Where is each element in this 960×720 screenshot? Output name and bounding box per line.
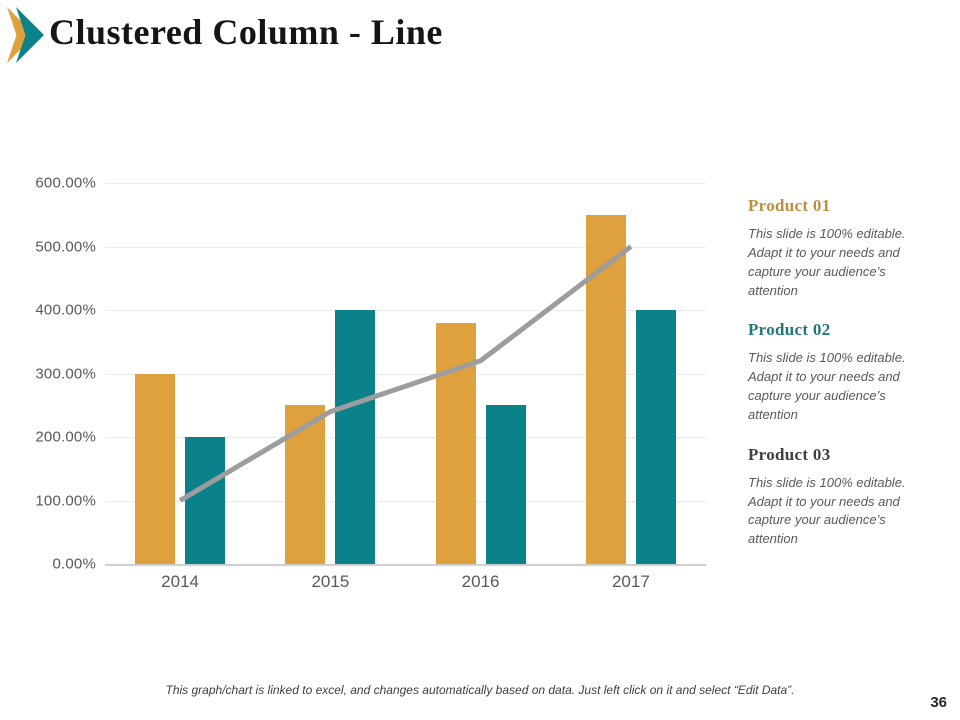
x-axis-labels: 2014 2015 2016 2017 bbox=[105, 572, 706, 596]
footer-note: This graph/chart is linked to excel, and… bbox=[165, 683, 795, 697]
gridline bbox=[105, 500, 706, 502]
product-01-block: Product 01 This slide is 100% editable. … bbox=[748, 196, 928, 300]
y-axis-label: 600.00% bbox=[35, 174, 96, 192]
product-03-heading: Product 03 bbox=[748, 444, 831, 464]
y-axis-label: 0.00% bbox=[52, 555, 96, 573]
bar-segment bbox=[135, 373, 176, 564]
product-02-block: Product 02 This slide is 100% editable. … bbox=[748, 320, 928, 424]
line-series bbox=[178, 244, 633, 503]
product-03-block: Product 03 This slide is 100% editable. … bbox=[748, 445, 928, 549]
bar-segment bbox=[185, 437, 226, 564]
y-axis-label: 400.00% bbox=[35, 301, 96, 319]
y-axis-label: 300.00% bbox=[35, 365, 96, 382]
product-02-heading: Product 02 bbox=[748, 320, 831, 340]
y-axis-label: 500.00% bbox=[35, 238, 96, 255]
clustered-column-line-chart[interactable]: 600.00% 500.00% 400.00% 300.00% 200.00% 100.0… bbox=[0, 160, 730, 605]
x-axis-label: 2014 bbox=[161, 572, 200, 591]
page-title: Clustered Column - Line bbox=[49, 12, 443, 52]
x-axis-label: 2016 bbox=[461, 572, 500, 591]
chevron-right-icon bbox=[7, 7, 45, 63]
bar-segment bbox=[485, 405, 526, 564]
y-axis-label: 200.00% bbox=[35, 428, 96, 446]
gridline bbox=[105, 373, 706, 375]
gridline bbox=[105, 246, 706, 248]
product-01-description: This slide is 100% editable. Adapt it to… bbox=[748, 226, 906, 298]
product-03-description: This slide is 100% editable. Adapt it to… bbox=[748, 474, 906, 547]
x-axis-label: 2015 bbox=[311, 572, 350, 591]
plot-area bbox=[105, 183, 706, 566]
gridline bbox=[105, 310, 706, 311]
product-01-heading: Product 01 bbox=[748, 196, 831, 215]
gridline bbox=[105, 183, 706, 184]
gridline bbox=[105, 437, 706, 438]
product-panel: Product 01 This slide is 100% editable. … bbox=[748, 196, 928, 569]
bar-segment bbox=[635, 310, 676, 564]
page-number: 36 bbox=[930, 694, 947, 711]
y-axis-labels: 600.00% 500.00% 400.00% 300.00% 200.00% 100.0… bbox=[0, 175, 96, 573]
y-axis-label: 100.00% bbox=[35, 492, 96, 509]
x-axis-label: 2017 bbox=[611, 572, 650, 591]
product-02-description: This slide is 100% editable. Adapt it to… bbox=[748, 350, 906, 422]
bar-segment bbox=[335, 310, 376, 564]
